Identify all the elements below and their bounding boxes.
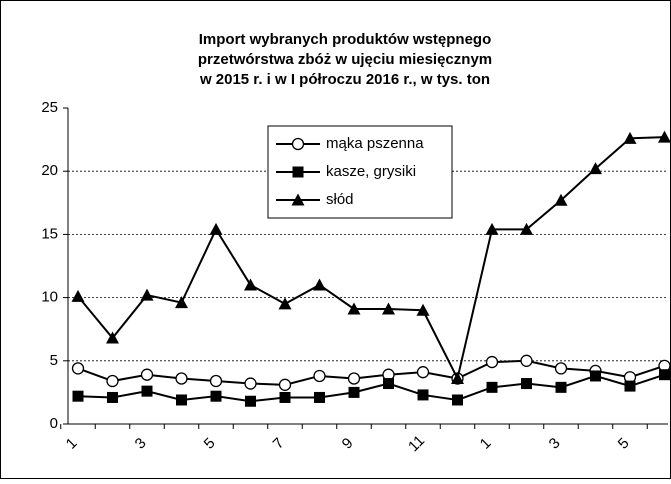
marker (209, 374, 223, 388)
marker (279, 391, 291, 403)
chart-title: przetwórstwa zbóż w ujęciu miesięcznym (198, 51, 492, 68)
marker (140, 288, 154, 301)
marker (210, 390, 222, 402)
marker (278, 297, 292, 310)
marker (521, 378, 532, 390)
y-tick-label: 15 (41, 225, 58, 242)
marker (175, 372, 188, 385)
marker (106, 331, 119, 344)
marker (291, 137, 305, 151)
marker (658, 130, 671, 143)
marker (314, 391, 325, 403)
marker (313, 278, 326, 291)
marker (291, 193, 305, 206)
marker (451, 371, 464, 384)
marker (313, 369, 326, 383)
marker (554, 193, 568, 206)
y-tick-label: 25 (41, 99, 58, 116)
marker (485, 355, 499, 369)
marker (107, 391, 118, 403)
marker (244, 377, 257, 390)
marker (417, 389, 429, 401)
marker (209, 222, 223, 235)
marker (555, 381, 567, 393)
marker (416, 303, 430, 316)
marker (71, 362, 85, 375)
y-tick-label: 20 (41, 162, 58, 179)
chart-title: w 2015 r. i w I półroczu 2016 r., w tys.… (199, 71, 490, 88)
marker (452, 394, 463, 406)
marker (554, 362, 568, 375)
marker (175, 296, 188, 309)
legend-label: mąka pszenna (326, 135, 424, 152)
y-tick-label: 10 (41, 289, 58, 306)
marker (106, 374, 119, 388)
marker (659, 369, 670, 381)
legend-label: kasze, grysiki (326, 163, 416, 180)
marker (520, 354, 533, 367)
marker (416, 366, 430, 379)
marker (590, 370, 601, 382)
marker (176, 394, 187, 406)
marker (589, 162, 602, 175)
marker (292, 166, 304, 178)
marker (278, 378, 292, 391)
chart-title: Import wybranych produktów wstępnego (199, 31, 492, 48)
marker (348, 386, 360, 398)
y-tick-label: 5 (50, 352, 58, 369)
marker (245, 395, 256, 407)
marker (72, 390, 84, 402)
legend-label: słód (326, 191, 354, 208)
marker (486, 381, 498, 393)
marker (485, 222, 499, 235)
series-line (77, 373, 665, 403)
marker (140, 368, 154, 381)
marker (347, 372, 361, 385)
marker (71, 289, 85, 302)
y-tick-label: 0 (50, 415, 58, 432)
marker (520, 222, 533, 235)
marker (141, 385, 153, 397)
marker (623, 131, 637, 144)
series-line (77, 136, 665, 382)
marker (382, 302, 395, 315)
marker (347, 302, 361, 315)
marker (624, 380, 636, 392)
marker (244, 278, 257, 291)
marker (383, 378, 394, 390)
